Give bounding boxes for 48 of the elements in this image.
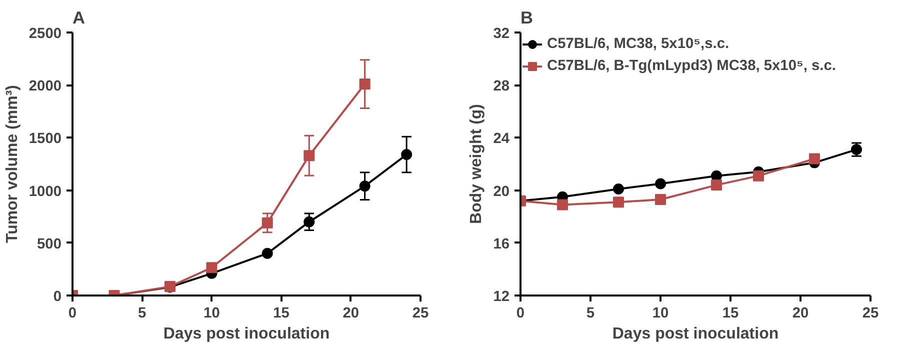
x-tick-label: 5 <box>138 306 146 322</box>
point <box>401 149 412 160</box>
legend-label: C57BL/6, MC38, 5x10⁵,s.c. <box>547 36 730 52</box>
chart-title: A <box>72 8 86 28</box>
x-axis-title: Days post inoculation <box>163 326 330 342</box>
y-tick-label: 2500 <box>28 26 62 42</box>
point <box>359 180 370 192</box>
x-tick-label: 0 <box>68 306 77 322</box>
y-tick-label: 1000 <box>28 184 62 200</box>
y-tick-label: 500 <box>37 236 62 252</box>
x-tick-label: 25 <box>862 306 879 322</box>
x-tick-label: 20 <box>792 306 809 322</box>
point <box>557 199 568 210</box>
point <box>262 217 273 228</box>
x-tick-label: 10 <box>652 306 669 322</box>
point <box>809 153 820 164</box>
y-tick-label: 2000 <box>28 78 62 95</box>
point <box>753 170 764 182</box>
y-tick-label: 16 <box>493 236 510 252</box>
y-axis-title: Tumor volume (mm³) <box>4 85 21 243</box>
point <box>655 194 666 206</box>
chart-title: B <box>520 8 534 28</box>
point <box>304 216 315 228</box>
point <box>262 248 273 259</box>
point <box>711 180 722 191</box>
x-axis-title: Days post inoculation <box>612 326 779 342</box>
x-tick-label: 15 <box>273 306 290 322</box>
y-tick-label: 24 <box>493 131 510 148</box>
x-tick-label: 20 <box>342 306 360 322</box>
x-tick-label: 25 <box>412 306 429 322</box>
point <box>655 178 666 190</box>
x-tick-label: 0 <box>516 306 525 322</box>
x-tick-label: 10 <box>204 306 220 322</box>
y-tick-label: 20 <box>493 184 510 200</box>
point <box>304 150 315 162</box>
x-tick-label: 5 <box>586 306 595 322</box>
y-tick-label: 12 <box>493 289 510 305</box>
x-tick-label: 15 <box>722 306 739 322</box>
point <box>206 262 218 274</box>
y-tick-label: 1500 <box>28 131 62 148</box>
y-axis-title: Body weight (g) <box>468 104 486 224</box>
y-tick-label: 0 <box>53 289 62 305</box>
point <box>359 78 370 90</box>
y-tick-label: 28 <box>493 78 510 95</box>
y-tick-label: 32 <box>493 26 510 42</box>
point <box>613 183 624 194</box>
point <box>613 196 624 208</box>
legend-label: C57BL/6, B-Tg(mLypd3) MC38, 5x10⁵, s.c. <box>547 58 836 74</box>
